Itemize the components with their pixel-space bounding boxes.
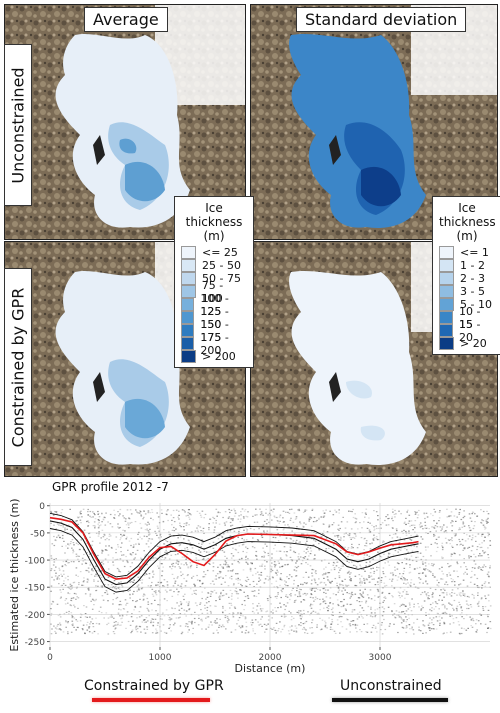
y-axis-label: Estimated ice thickness (m)	[8, 498, 21, 651]
series-constrained-by-gpr	[49, 516, 419, 580]
legend-swatch	[181, 324, 195, 337]
legend-swatch	[439, 337, 454, 350]
series-unconstrained-lower	[49, 528, 419, 593]
legend-label: 10 - 15	[459, 304, 481, 331]
series-unconstrained	[49, 520, 419, 586]
glacier-map	[251, 5, 497, 239]
legend-item: 150 - 175	[181, 318, 247, 344]
legend-label: 175 - 200	[200, 330, 229, 357]
legend-item: 25 - 50	[181, 259, 247, 272]
legend-swatch	[439, 259, 454, 272]
legend-item: 75 - 100	[181, 279, 247, 305]
legend-item: 10 - 15	[439, 305, 495, 331]
legend-label: 100 - 125	[200, 291, 229, 318]
legend-item: > 20	[439, 337, 495, 350]
column-title-standard-deviation: Standard deviation	[296, 7, 467, 32]
legend-item: 2 - 3	[439, 272, 495, 285]
legend-item: 1 - 2	[439, 259, 495, 272]
legend-label: 2 - 3	[460, 272, 485, 285]
y-tick-label: -200	[25, 611, 46, 621]
row-label-text: Constrained by GPR	[8, 287, 28, 447]
legend-swatch	[439, 324, 453, 337]
x-tick-label: 3000	[369, 653, 392, 663]
legend-constrained-by-gpr: Constrained by GPR	[84, 678, 224, 702]
legend-swatch	[439, 246, 454, 259]
legend-swatch	[439, 298, 454, 311]
legend-label: <= 1	[460, 246, 489, 259]
legend-label: 15 - 20	[459, 317, 481, 344]
legend-item: 15 - 20	[439, 318, 495, 344]
legend-label: 1 - 2	[460, 259, 485, 272]
legend-label: Unconstrained	[340, 678, 442, 694]
legend-line-black	[332, 698, 448, 702]
legend-item: 50 - 75	[181, 272, 247, 285]
legend-swatch	[181, 350, 196, 363]
legend-label: 125 - 150	[200, 304, 229, 331]
row-label-text: Unconstrained	[8, 66, 28, 184]
x-tick-label: 1000	[149, 653, 172, 663]
legend-item: 100 - 125	[181, 292, 247, 318]
legend-label: 25 - 50	[202, 259, 241, 272]
legend-swatch	[439, 311, 453, 324]
legend-label: 5 - 10	[460, 298, 492, 311]
legend-item: 5 - 10	[439, 298, 495, 311]
legend-swatch	[181, 311, 195, 324]
legend-label: > 20	[460, 337, 487, 350]
legend-label: <= 25	[202, 246, 238, 259]
legend-label: 50 - 75	[202, 272, 241, 285]
legend-item: <= 25	[181, 246, 247, 259]
column-title-average: Average	[84, 7, 168, 32]
legend-item: <= 1	[439, 246, 495, 259]
legend-unconstrained: Unconstrained	[332, 678, 448, 702]
legend-label: Constrained by GPR	[84, 678, 224, 694]
y-tick-label: -150	[25, 584, 46, 594]
legend-swatch	[439, 272, 454, 285]
legend-swatch	[181, 298, 195, 311]
legend-item: 125 - 150	[181, 305, 247, 331]
x-axis-label: Distance (m)	[235, 662, 306, 675]
legend-label: > 200	[202, 350, 236, 363]
legend-average: Ice thickness (m) <= 25 25 - 50 50 - 75 75 …	[174, 196, 254, 368]
legend-label: 150 - 175	[200, 317, 229, 344]
legend-label: 3 - 5	[460, 285, 485, 298]
map-sd-unconstrained	[250, 4, 498, 240]
legend-title: Ice thickness (m)	[439, 201, 496, 243]
legend-item: 175 - 200	[181, 331, 247, 357]
y-tick-label: -100	[25, 557, 46, 567]
row-label-unconstrained: Unconstrained	[4, 44, 32, 206]
legend-swatch	[181, 285, 196, 298]
row-label-constrained: Constrained by GPR	[4, 268, 32, 466]
legend-swatch	[439, 285, 454, 298]
legend-swatch	[181, 259, 196, 272]
y-tick-label: -250	[25, 638, 46, 648]
legend-swatch	[181, 272, 196, 285]
legend-line-red	[92, 698, 210, 702]
legend-item: 3 - 5	[439, 285, 495, 298]
legend-swatch	[181, 337, 195, 350]
x-tick-label: 2000	[259, 653, 282, 663]
legend-swatch	[181, 246, 196, 259]
legend-item: > 200	[181, 350, 247, 363]
y-tick-label: 0	[39, 502, 45, 512]
x-tick-label: 0	[47, 653, 53, 663]
legend-label: 75 - 100	[201, 278, 224, 305]
legend-title: Ice thickness (m)	[185, 201, 243, 243]
chart-title: GPR profile 2012 -7	[52, 480, 169, 494]
y-tick-label: -50	[30, 529, 45, 539]
